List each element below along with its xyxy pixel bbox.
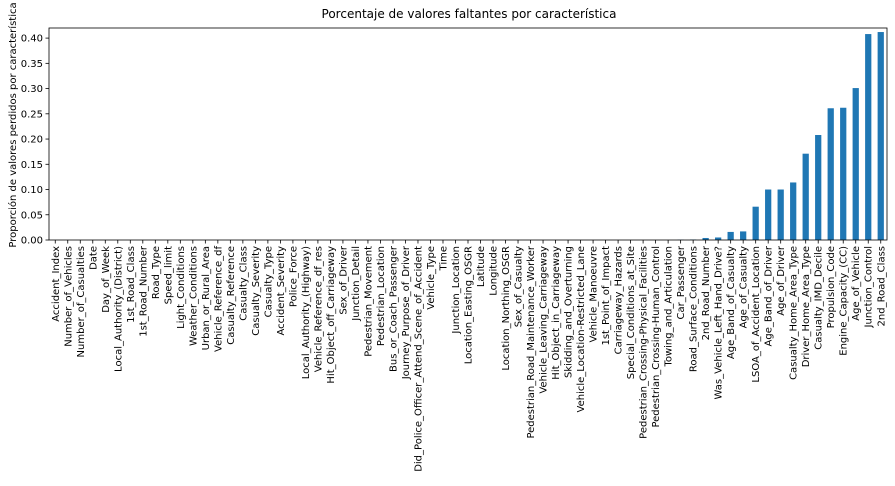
x-tick-label: Driver_Home_Area_Type [801, 246, 812, 367]
x-tick-label: Local_Authority_(Highway) [301, 246, 312, 379]
x-tick-label: Bus_or_Coach_Passenger [388, 245, 399, 372]
bar-age-band-of-driver [765, 190, 771, 240]
x-tick-label: Day_of_Week [101, 246, 112, 313]
x-tick-label: Speed_limit [163, 246, 174, 304]
y-axis: 0.00 0.05 0.10 0.15 0.20 0.25 0.30 0.35 0.40 [21, 34, 49, 247]
x-tick-label: Carriageway_Hazards [614, 246, 625, 354]
x-tick-label: Car_Passenger [676, 245, 687, 319]
x-tick-label: Journey_Purpose_of_Driver [401, 245, 412, 380]
x-tick-label: Vehicle_Location-Restricted_Lane [576, 246, 587, 412]
x-tick-label: Local_Authority_(District) [113, 246, 124, 372]
y-axis-label: Proporción de valores perdidos por carac… [7, 2, 19, 247]
x-tick-label: Casualty_Home_Area_Type [789, 246, 800, 380]
plot-frame [49, 28, 887, 240]
y-tick-label: 0.25 [21, 109, 43, 120]
bar-casualty-imd-decile [815, 135, 821, 240]
x-tick-label: Sex_of_Casualty [514, 246, 525, 327]
y-tick-label: 0.10 [21, 185, 43, 196]
x-tick-label: Casualty_Type [263, 246, 274, 317]
x-tick-label: Number_of_Vehicles [63, 246, 74, 347]
bars-layer [678, 32, 884, 240]
x-tick-label: Casualty_Severity [251, 246, 262, 336]
bar-age-of-driver [778, 190, 784, 240]
x-tick-label: Age_of_Casualty [739, 246, 750, 328]
x-tick-label: Vehicle_Manoeuvre [589, 246, 600, 342]
x-tick-label: Age_Band_of_Driver [764, 245, 775, 346]
x-tick-label: Pedestrian_Crossing-Human_Control [651, 246, 662, 428]
x-tick-label: Longitude [489, 246, 500, 296]
x-tick-label: Pedestrian_Road_Maintenance_Worker [526, 245, 537, 438]
x-tick-label: Sex_of_Driver [338, 245, 349, 315]
y-tick-label: 0.40 [21, 34, 43, 45]
y-tick-label: 0.30 [21, 84, 43, 95]
x-tick-label: Casualty_Reference [226, 246, 237, 345]
y-tick-label: 0.35 [21, 59, 43, 70]
x-tick-label: Date [88, 246, 99, 270]
x-tick-label: Was_Vehicle_Left_Hand_Drive? [714, 246, 725, 399]
bar-lsoa-of-accident-location [753, 207, 759, 240]
bar-age-of-vehicle [853, 88, 859, 240]
bar-engine-capacity-cc- [840, 108, 846, 240]
bar-age-of-casualty [740, 231, 746, 240]
bar-casualty-home-area-type [790, 182, 796, 240]
x-tick-label: Pedestrian_Location [376, 246, 387, 346]
x-tick-label: Age_Band_of_Casualty [726, 246, 737, 359]
x-tick-label: Accident_Severity [276, 246, 287, 336]
y-tick-label: 0.05 [21, 210, 43, 221]
bar-junction-control [865, 34, 871, 240]
x-tick-label: Casualty_IMD_Decile [814, 246, 825, 350]
x-tick-label: Engine_Capacity_(CC) [839, 246, 850, 356]
x-tick-label: Vehicle_Reference_df [213, 246, 224, 352]
x-tick-label: 2nd_Road_Number [701, 245, 712, 340]
x-tick-label: 1st_Point_of_Impact [601, 246, 612, 346]
bar-age-band-of-casualty [728, 232, 734, 240]
x-tick-label: Location_Easting_OSGR [464, 246, 475, 364]
x-tick-label: Skidding_and_Overturning [564, 246, 575, 378]
x-tick-label: Junction_Location [451, 246, 462, 335]
x-tick-label: Latitude [476, 246, 487, 287]
x-tick-label: Casualty_Class [238, 246, 249, 321]
x-tick-label: Vehicle_Type [426, 246, 437, 310]
x-tick-label: Number_of_Casualties [76, 246, 87, 357]
x-tick-label: Road_Surface_Conditions [689, 246, 700, 372]
x-tick-label: 1st_Road_Class [126, 246, 137, 323]
x-tick-label: Police_Force [288, 246, 299, 307]
x-tick-label: Hit_Object_in_Carriageway [551, 246, 562, 380]
x-tick-label: Junction_Detail [351, 246, 362, 322]
x-tick-label: Did_Police_Officer_Attend_Scene_of_Accid… [413, 246, 424, 472]
bar-driver-home-area-type [803, 154, 809, 240]
x-tick-label: Special_Conditions_at_Site [626, 246, 637, 379]
bar-2nd-road-class [878, 32, 884, 240]
y-tick-label: 0.20 [21, 135, 43, 146]
bar-propulsion-code [828, 108, 834, 240]
x-tick-label: Road_Type [151, 246, 162, 299]
x-tick-label: Urban_or_Rural_Area [201, 246, 212, 350]
x-tick-label: Time [438, 246, 449, 271]
x-tick-label: Location_Northing_OSGR [501, 246, 512, 371]
x-tick-label: Hit_Object_off_Carriageway [326, 246, 337, 384]
x-tick-label: Towing_and_Articulation [664, 246, 675, 368]
x-tick-label: 1st_Road_Number [138, 245, 149, 337]
x-tick-label: Vehicle_Leaving_Carriageway [539, 246, 550, 394]
x-tick-label: 2nd_Road_Class [876, 246, 887, 326]
x-tick-label: Accident_Index [51, 246, 62, 322]
y-tick-label: 0.15 [21, 160, 43, 171]
x-tick-label: Pedestrian_Crossing-Physical_Facilities [639, 246, 650, 439]
x-tick-label: Age_of_Driver [776, 245, 787, 316]
x-tick-label: LSOA_of_Accident_Location [751, 246, 762, 383]
x-tick-label: Vehicle_Reference_df_res [313, 246, 324, 372]
y-tick-label: 0.00 [21, 236, 43, 247]
chart-title: Porcentaje de valores faltantes por cara… [322, 7, 617, 21]
x-tick-label: Weather_Conditions [188, 246, 199, 346]
x-tick-label: Propulsion_Code [826, 246, 837, 328]
x-tick-label: Light_Conditions [176, 246, 187, 329]
x-tick-label: Age_of_Vehicle [851, 246, 862, 321]
x-tick-label: Junction_Control [864, 246, 875, 328]
x-tick-label: Pedestrian_Movement [363, 246, 374, 357]
